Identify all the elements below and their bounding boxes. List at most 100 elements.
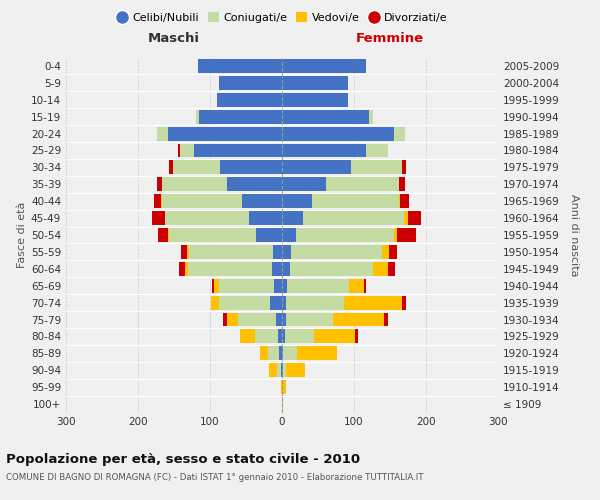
Bar <box>281 380 282 394</box>
Bar <box>303 211 404 225</box>
Bar <box>351 160 402 174</box>
Bar <box>154 194 161 208</box>
Bar <box>364 279 365 292</box>
Bar <box>373 262 388 276</box>
Bar <box>212 279 214 292</box>
Bar <box>355 330 358 344</box>
Bar <box>249 211 282 225</box>
Bar <box>218 296 271 310</box>
Bar <box>220 279 274 292</box>
Bar <box>286 364 305 377</box>
Bar <box>388 262 395 276</box>
Bar <box>282 211 303 225</box>
Bar <box>194 144 282 158</box>
Bar <box>397 228 416 242</box>
Bar <box>168 126 282 140</box>
Bar <box>185 262 188 276</box>
Bar <box>179 262 185 276</box>
Bar <box>290 262 373 276</box>
Bar <box>282 160 351 174</box>
Bar <box>214 279 220 292</box>
Bar <box>326 178 398 191</box>
Text: Popolazione per età, sesso e stato civile - 2010: Popolazione per età, sesso e stato civil… <box>6 452 360 466</box>
Bar <box>220 160 282 174</box>
Bar <box>297 346 337 360</box>
Bar <box>402 160 406 174</box>
Bar <box>196 110 199 124</box>
Bar <box>218 76 282 90</box>
Bar <box>282 380 286 394</box>
Bar <box>166 211 249 225</box>
Bar <box>181 245 187 259</box>
Text: Maschi: Maschi <box>148 32 200 45</box>
Bar <box>281 364 282 377</box>
Bar <box>296 228 394 242</box>
Bar <box>282 346 283 360</box>
Y-axis label: Anni di nascita: Anni di nascita <box>569 194 579 276</box>
Bar <box>162 194 242 208</box>
Bar <box>400 194 409 208</box>
Bar <box>238 312 275 326</box>
Bar <box>365 144 388 158</box>
Bar <box>164 211 166 225</box>
Bar <box>394 126 405 140</box>
Y-axis label: Fasce di età: Fasce di età <box>17 202 27 268</box>
Text: Femmine: Femmine <box>356 32 424 45</box>
Bar <box>344 296 402 310</box>
Bar <box>384 312 388 326</box>
Bar <box>157 178 163 191</box>
Bar <box>283 364 286 377</box>
Bar <box>283 346 297 360</box>
Bar <box>188 262 272 276</box>
Bar <box>211 296 218 310</box>
Bar <box>158 228 167 242</box>
Bar <box>282 262 290 276</box>
Bar <box>282 194 311 208</box>
Bar <box>227 312 238 326</box>
Bar <box>217 93 282 106</box>
Bar <box>274 279 282 292</box>
Bar <box>282 144 365 158</box>
Bar <box>169 228 256 242</box>
Bar <box>402 296 406 310</box>
Bar <box>254 330 278 344</box>
Bar <box>199 110 282 124</box>
Bar <box>398 194 400 208</box>
Bar <box>400 178 405 191</box>
Bar <box>314 330 355 344</box>
Bar <box>242 194 282 208</box>
Bar <box>161 194 162 208</box>
Bar <box>292 245 382 259</box>
Bar <box>333 312 384 326</box>
Bar <box>382 245 389 259</box>
Bar <box>157 126 168 140</box>
Bar <box>239 330 254 344</box>
Bar <box>256 228 282 242</box>
Bar <box>285 330 314 344</box>
Bar <box>287 279 349 292</box>
Bar <box>269 364 277 377</box>
Bar <box>199 59 282 73</box>
Bar <box>178 144 180 158</box>
Bar <box>286 312 333 326</box>
Bar <box>282 126 394 140</box>
Bar <box>349 279 364 292</box>
Legend: Celibi/Nubili, Coniugati/e, Vedovi/e, Divorziati/e: Celibi/Nubili, Coniugati/e, Vedovi/e, Di… <box>112 8 452 28</box>
Text: COMUNE DI BAGNO DI ROMAGNA (FC) - Dati ISTAT 1° gennaio 2010 - Elaborazione TUTT: COMUNE DI BAGNO DI ROMAGNA (FC) - Dati I… <box>6 472 424 482</box>
Bar <box>278 330 282 344</box>
Bar <box>275 312 282 326</box>
Bar <box>408 211 421 225</box>
Bar <box>272 245 282 259</box>
Bar <box>282 178 326 191</box>
Bar <box>260 346 268 360</box>
Bar <box>398 178 400 191</box>
Bar <box>369 110 373 124</box>
Bar <box>223 312 227 326</box>
Bar <box>187 245 189 259</box>
Bar <box>227 178 282 191</box>
Bar <box>404 211 408 225</box>
Bar <box>286 296 344 310</box>
Bar <box>282 228 296 242</box>
Bar <box>277 364 281 377</box>
Bar <box>173 160 220 174</box>
